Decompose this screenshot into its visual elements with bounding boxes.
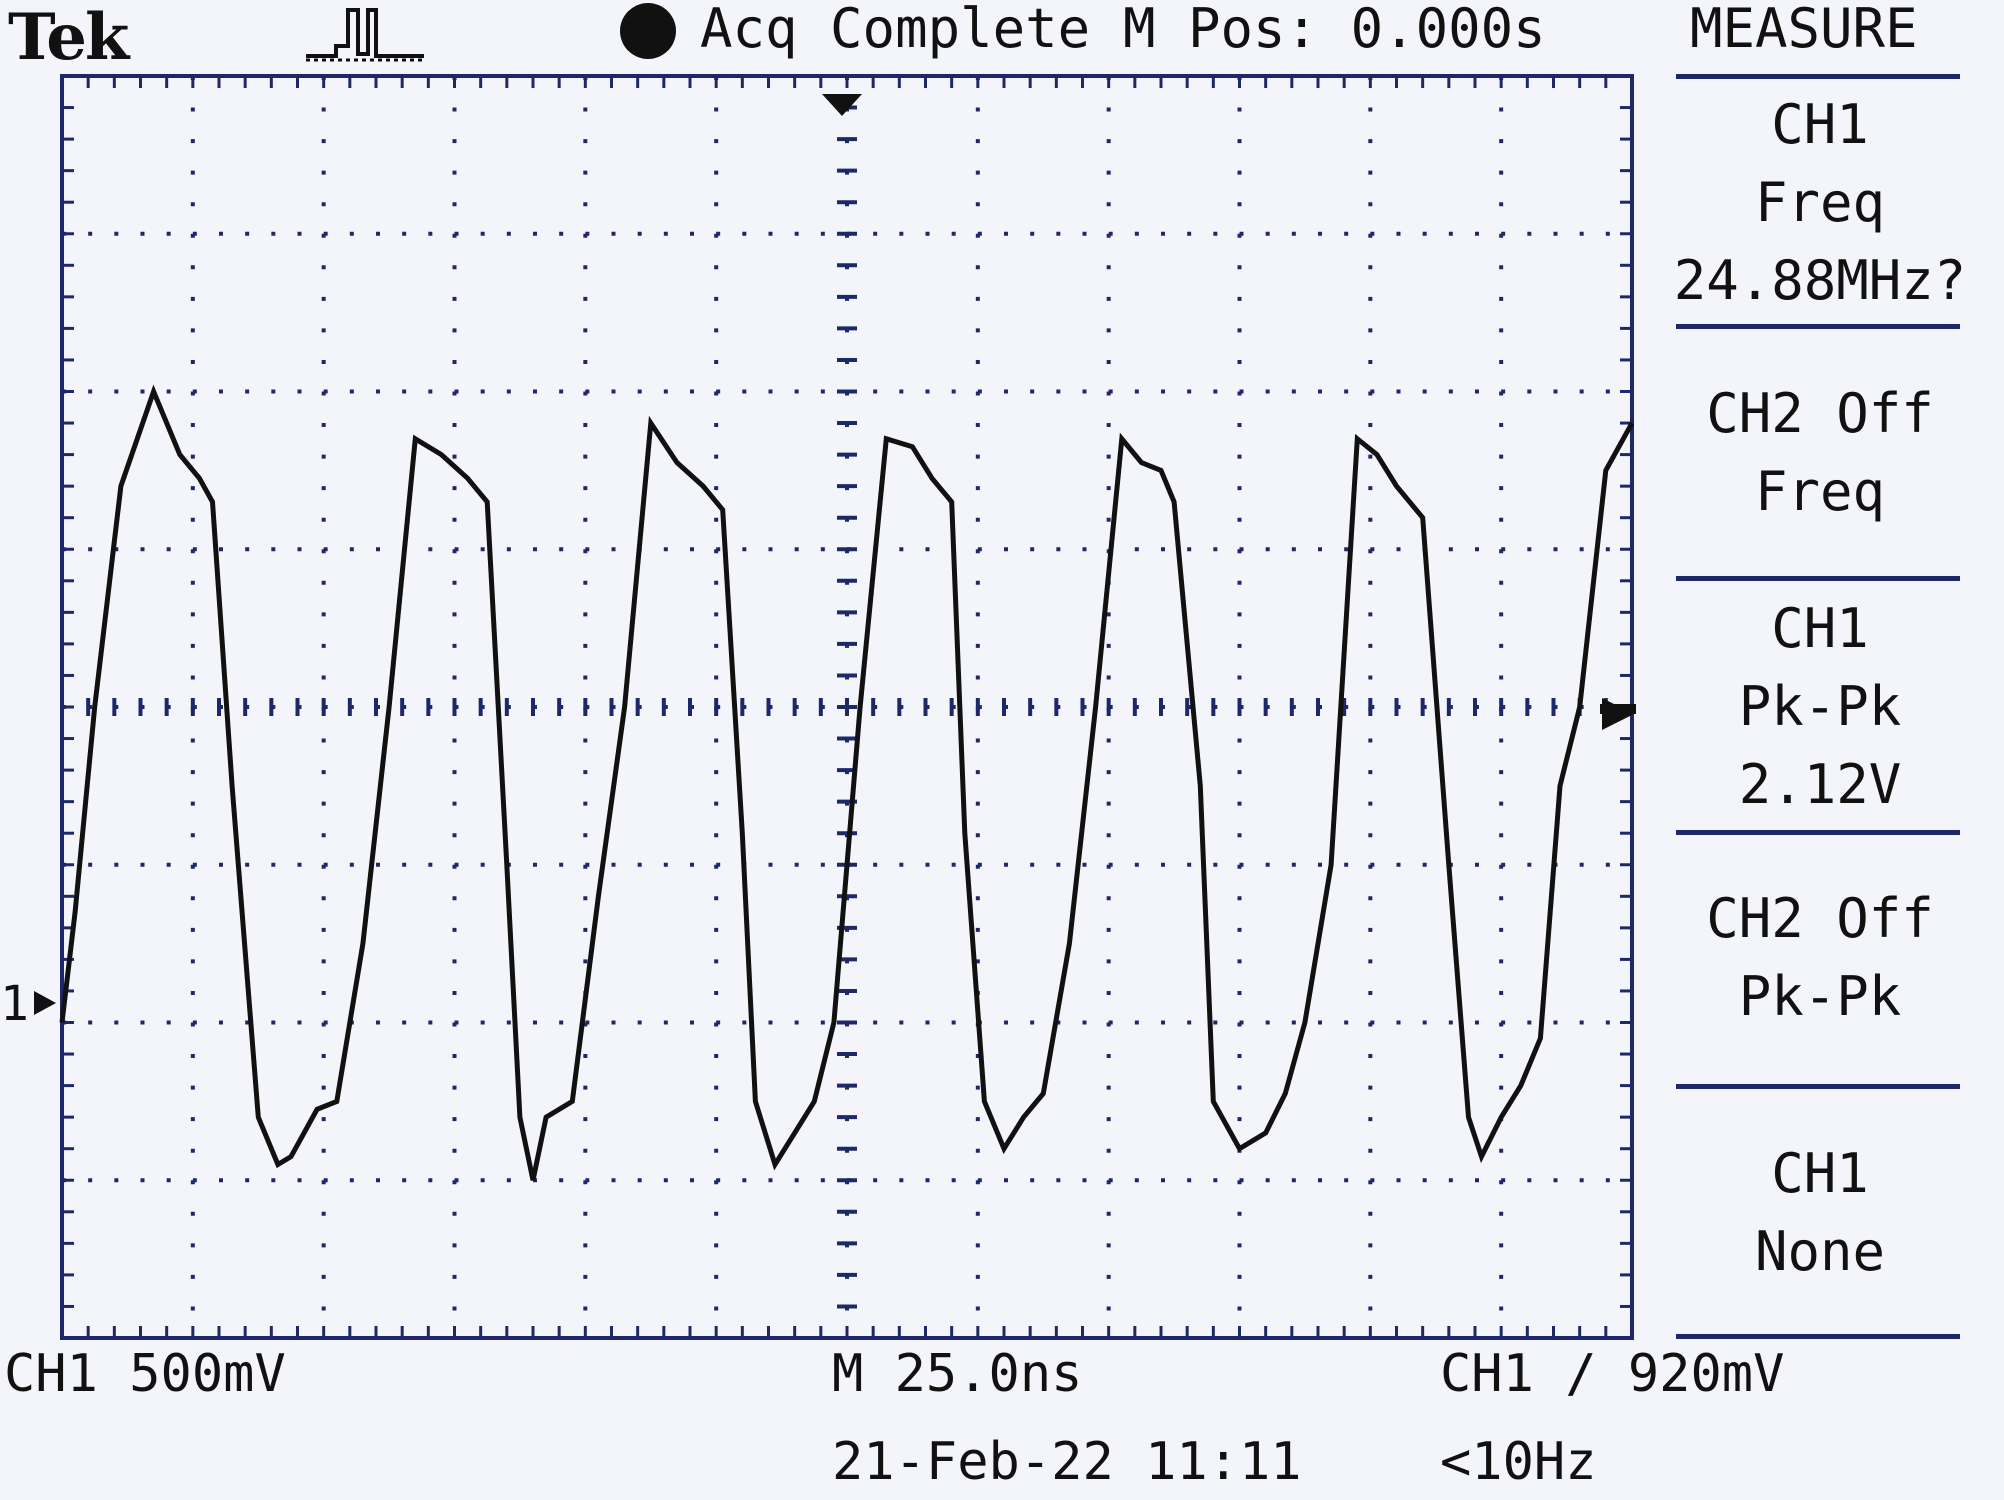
timebase-readout: M 25.0ns (832, 1344, 1083, 1404)
ch1-vertical-scale: CH1 500mV (4, 1344, 286, 1404)
trigger-pulse-icon (306, 8, 424, 62)
trigger-level-bar (1600, 704, 1636, 714)
date-time: 21-Feb-22 11:11 (832, 1432, 1302, 1492)
graticule (60, 74, 1634, 1340)
measure-box-4[interactable]: CH2 Off Pk-Pk (1670, 880, 1970, 1036)
panel-divider (1676, 1084, 1960, 1089)
ch1-ground-arrow-icon (34, 991, 56, 1015)
measure-box-2[interactable]: CH2 Off Freq (1670, 375, 1970, 531)
measure-box-3[interactable]: CH1 Pk-Pk 2.12V (1670, 590, 1970, 824)
measure-type: Freq (1754, 171, 1886, 234)
measure-type: Freq (1754, 460, 1886, 523)
trigger-position-arrow-icon (822, 94, 862, 116)
measure-source: CH1 (1771, 597, 1869, 660)
measure-source: CH1 (1771, 93, 1869, 156)
trigger-frequency: <10Hz (1440, 1432, 1597, 1492)
measure-value: 24.88MHz? (1673, 249, 1967, 312)
measure-box-1[interactable]: CH1 Freq 24.88MHz? (1670, 86, 1970, 320)
horizontal-position: M Pos: 0.000s (1123, 0, 1546, 60)
trigger-readout: CH1 ∕ 920mV (1440, 1344, 1785, 1404)
measure-box-5[interactable]: CH1 None (1670, 1135, 1970, 1291)
measure-source: CH1 (1771, 1142, 1869, 1205)
measure-type: Pk-Pk (1738, 965, 1902, 1028)
measure-value: 2.12V (1738, 753, 1902, 816)
panel-divider (1676, 830, 1960, 835)
measure-source: CH2 Off (1706, 382, 1934, 445)
panel-divider (1676, 1334, 1960, 1339)
panel-divider (1676, 74, 1960, 79)
acquisition-dot-icon (620, 3, 676, 59)
ch1-ground-label: 1 (0, 976, 29, 1032)
acquisition-status: Acq Complete (700, 0, 1091, 60)
measure-type: Pk-Pk (1738, 675, 1902, 738)
measure-menu-title: MEASURE (1690, 0, 1918, 60)
waveform-display: 1 (0, 74, 1636, 1340)
brand-logo: Tek (8, 0, 129, 75)
measure-source: CH2 Off (1706, 887, 1934, 950)
panel-divider (1676, 324, 1960, 329)
panel-divider (1676, 576, 1960, 581)
measure-type: None (1754, 1220, 1886, 1283)
ch1-trace (59, 384, 1635, 1181)
